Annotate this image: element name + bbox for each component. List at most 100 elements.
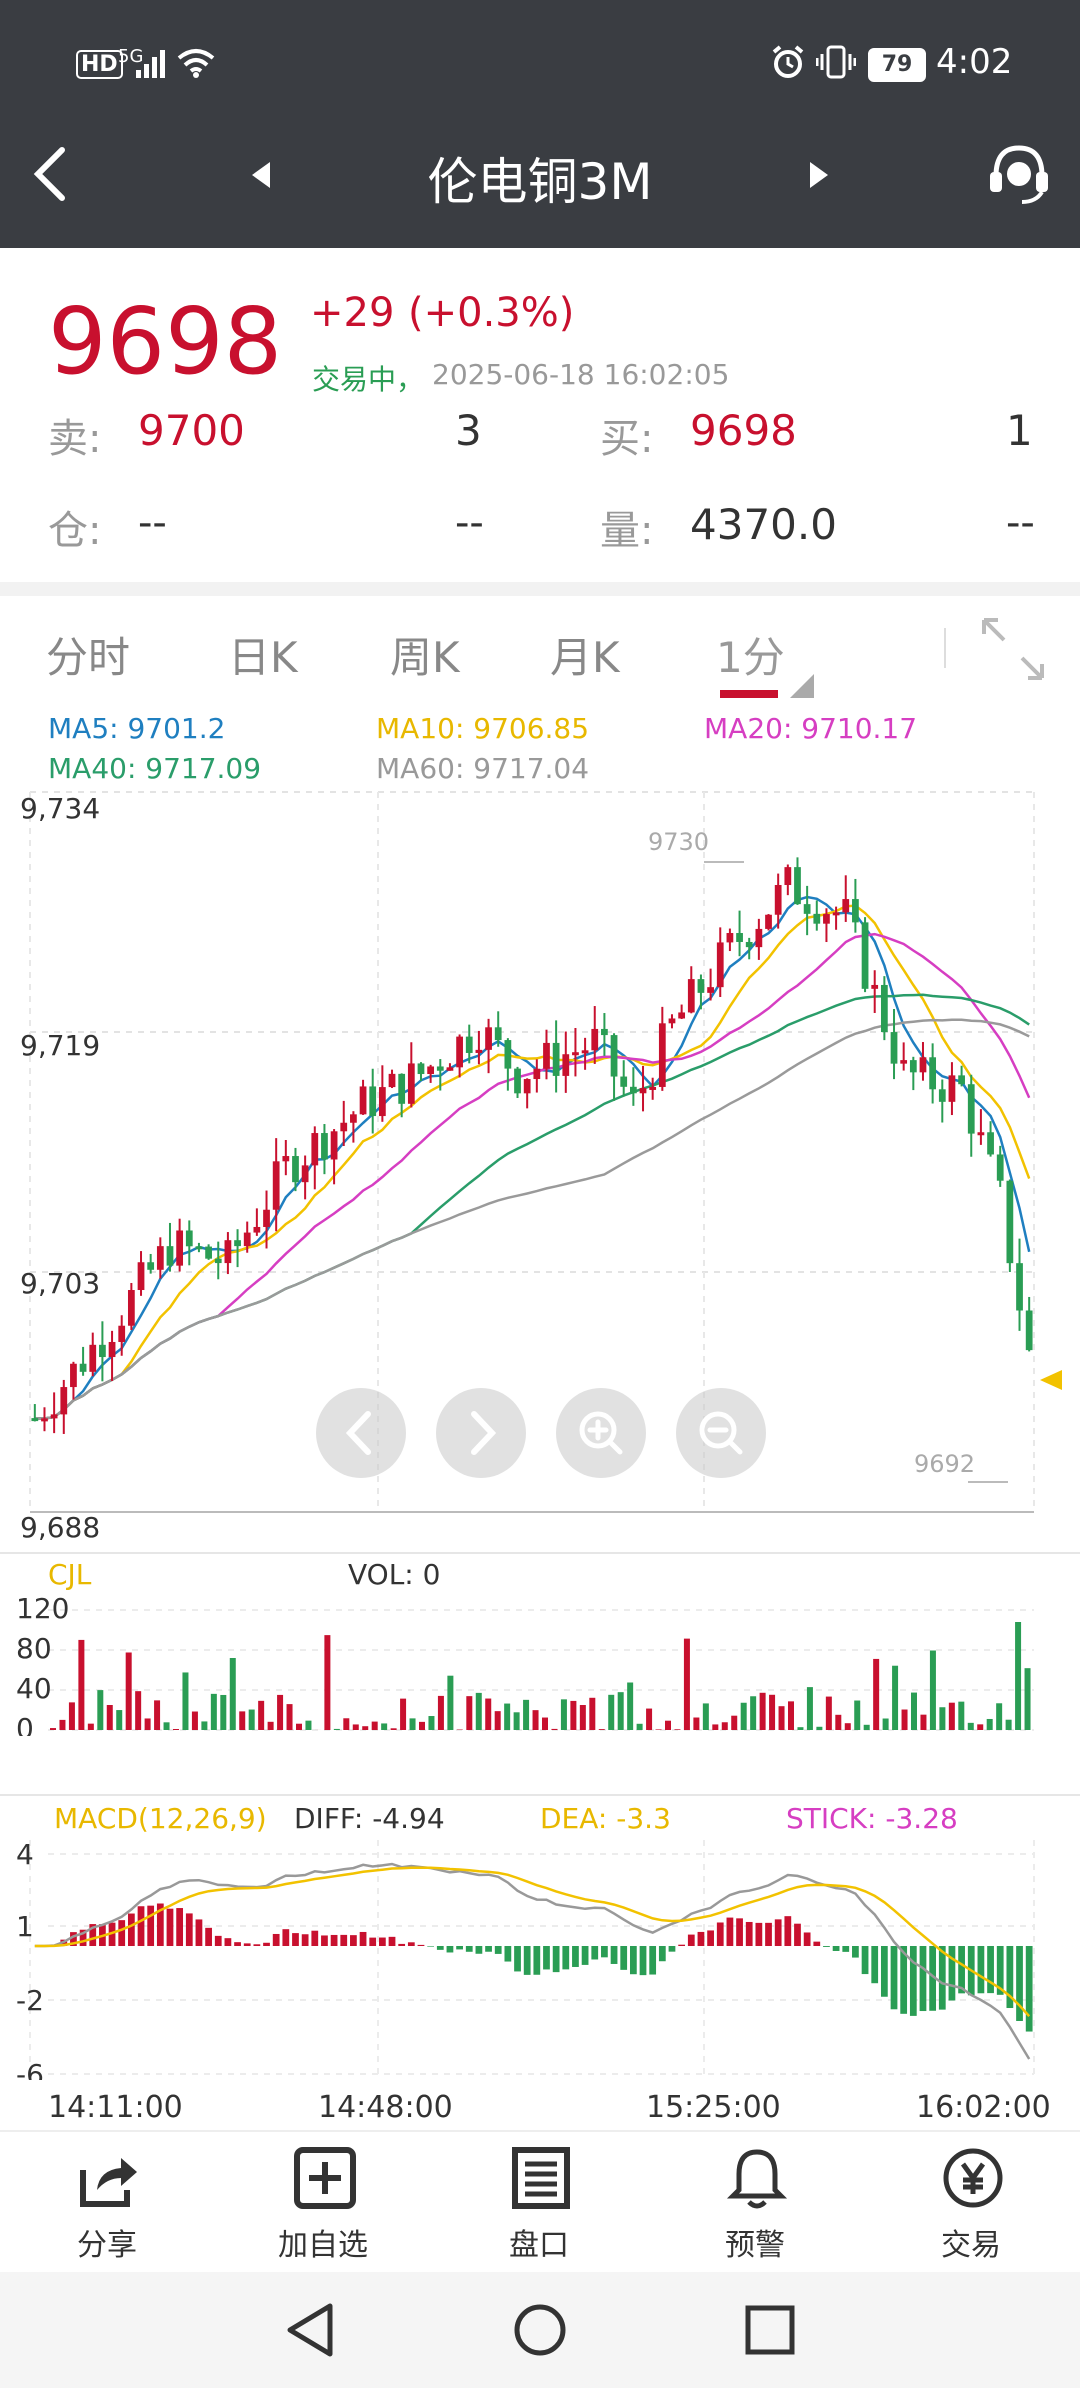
macd-stick-bar xyxy=(794,1923,801,1946)
macd-stick-bar xyxy=(629,1946,637,1975)
tab-daily-k[interactable]: 日K xyxy=(228,633,298,682)
volume-bar xyxy=(750,1696,757,1730)
volume-bar xyxy=(901,1709,908,1730)
candle-body xyxy=(871,984,879,989)
macd-stick-bar xyxy=(79,1929,87,1946)
ma40-label: MA40: 9717.09 xyxy=(48,752,262,785)
volume-bar xyxy=(702,1703,709,1730)
volume-bar xyxy=(788,1701,794,1730)
candle-body xyxy=(388,1073,396,1088)
high-price-label: 9730 xyxy=(648,828,709,856)
scroll-left-button[interactable] xyxy=(316,1388,406,1478)
zoom-in-icon xyxy=(579,1411,623,1455)
vibrate-icon xyxy=(816,45,856,79)
candle-body xyxy=(156,1246,164,1270)
macd-stick-bar xyxy=(272,1933,280,1946)
volume-bar xyxy=(333,1728,340,1730)
tab-monthly-k[interactable]: 月K xyxy=(550,633,620,682)
volume-bar xyxy=(475,1692,482,1730)
candle-body xyxy=(842,899,850,913)
macd-stick-bar xyxy=(533,1946,541,1975)
volume-bar xyxy=(381,1723,388,1730)
macd-stick-bar xyxy=(919,1946,927,2012)
macd-stick-bar xyxy=(1006,1946,1014,2009)
candle-body xyxy=(967,1084,975,1134)
volume-bar xyxy=(258,1700,265,1730)
open-interest-value: -- xyxy=(138,500,167,546)
volume-bar xyxy=(277,1694,284,1730)
volume-bar xyxy=(466,1696,473,1730)
nav-back-icon[interactable] xyxy=(282,2300,338,2360)
macd-stick-bar xyxy=(108,1922,116,1946)
candle-body xyxy=(958,1075,965,1085)
ma10-line xyxy=(34,904,1031,1420)
y-tick-label: 4 xyxy=(16,1840,34,1871)
candle-body xyxy=(572,1052,579,1056)
panel-divider xyxy=(0,1552,1080,1554)
share-button[interactable]: 分享 xyxy=(37,2140,177,2270)
macd-stick-bar xyxy=(176,1908,184,1946)
volume-bar xyxy=(646,1708,653,1730)
page-title: 伦电铜3M xyxy=(427,153,653,211)
tab-weekly-k[interactable]: 周K xyxy=(390,633,460,682)
order-book-button[interactable]: 盘口 xyxy=(469,2140,609,2270)
candle-body xyxy=(562,1054,570,1076)
macd-stick-bar xyxy=(716,1922,724,1946)
next-contract-icon[interactable] xyxy=(808,160,830,190)
volume-bar xyxy=(116,1710,123,1730)
volume-bar xyxy=(400,1698,407,1730)
zoom-out-icon xyxy=(699,1411,743,1455)
zoom-out-button[interactable] xyxy=(676,1388,766,1478)
back-icon[interactable] xyxy=(30,146,70,202)
scroll-right-button[interactable] xyxy=(436,1388,526,1478)
add-favorite-button[interactable]: 加自选 xyxy=(253,2140,393,2270)
candle-body xyxy=(736,933,743,942)
trade-button[interactable]: 交易 xyxy=(901,2140,1041,2270)
volume-change: -- xyxy=(1006,500,1035,546)
share-icon xyxy=(80,2158,137,2207)
volume-bar xyxy=(286,1704,293,1730)
open-interest-change: -- xyxy=(455,500,484,546)
candle-body xyxy=(1016,1263,1023,1311)
fullscreen-icon[interactable] xyxy=(980,616,1046,682)
candle-body xyxy=(813,913,821,924)
macd-stick-bar xyxy=(581,1946,589,1965)
quote-timestamp: 2025-06-18 16:02:05 xyxy=(432,358,730,391)
tab-dropdown-icon[interactable] xyxy=(790,674,814,698)
volume-chart[interactable]: 120 80 40 0 xyxy=(0,1596,1080,1736)
nav-recents-icon[interactable] xyxy=(744,2304,796,2356)
volume-bar xyxy=(419,1721,425,1730)
candle-body xyxy=(601,1028,608,1036)
tab-intraday[interactable]: 分时 xyxy=(46,633,131,682)
ma10-label: MA10: 9706.85 xyxy=(376,712,590,745)
candle-body xyxy=(552,1042,560,1076)
y-tick-label: 9,703 xyxy=(20,1267,100,1300)
candle-body xyxy=(243,1232,251,1247)
price-alert-button[interactable]: 预警 xyxy=(685,2140,825,2270)
macd-stick-bar xyxy=(359,1931,367,1946)
macd-stick-bar xyxy=(465,1946,473,1952)
candle-body xyxy=(330,1131,338,1160)
volume-bar xyxy=(948,1702,955,1730)
ma60-label: MA60: 9717.04 xyxy=(376,752,590,785)
macd-stick-bar xyxy=(1016,1946,1023,2021)
customer-service-icon[interactable] xyxy=(986,140,1052,206)
volume-bar xyxy=(863,1724,870,1730)
volume-bar xyxy=(542,1717,548,1730)
macd-chart[interactable]: 4 1 -2 -6 xyxy=(0,1840,1080,2080)
candle-body xyxy=(581,1050,589,1054)
prev-contract-icon[interactable] xyxy=(250,160,272,190)
volume-bar xyxy=(854,1700,861,1730)
add-favorite-icon xyxy=(294,2147,356,2209)
macd-stick-bar xyxy=(456,1946,463,1950)
nav-home-icon[interactable] xyxy=(512,2302,568,2358)
candle-body xyxy=(996,1154,1004,1181)
zoom-in-button[interactable] xyxy=(556,1388,646,1478)
candle-body xyxy=(147,1262,155,1270)
candlestick-chart[interactable]: 9,734 9,719 9,703 9,688 9730 9692 xyxy=(0,790,1080,1560)
tab-1min[interactable]: 1分 xyxy=(716,633,785,682)
candle-body xyxy=(350,1114,357,1123)
last-price-marker xyxy=(1040,1370,1062,1390)
candle-body xyxy=(166,1246,174,1266)
macd-stick-bar xyxy=(890,1946,898,2010)
